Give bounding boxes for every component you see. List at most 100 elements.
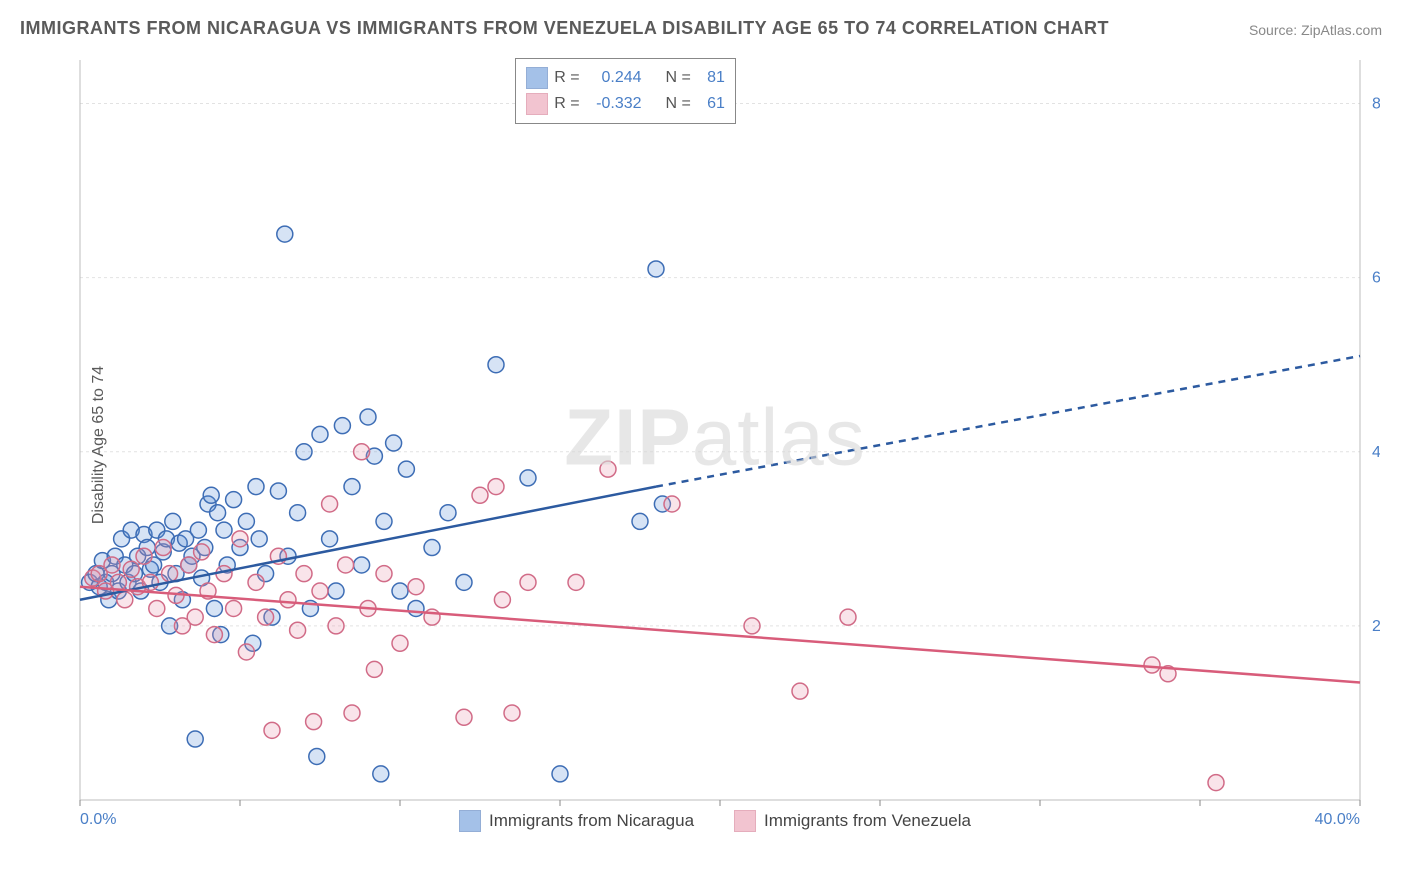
data-point-venezuela bbox=[488, 479, 504, 495]
chart-title: IMMIGRANTS FROM NICARAGUA VS IMMIGRANTS … bbox=[20, 18, 1109, 39]
data-point-venezuela bbox=[568, 574, 584, 590]
data-point-venezuela bbox=[354, 444, 370, 460]
data-point-venezuela bbox=[226, 600, 242, 616]
data-point-nicaragua bbox=[424, 540, 440, 556]
data-point-venezuela bbox=[664, 496, 680, 512]
stat-N-label: N = bbox=[666, 69, 691, 87]
data-point-nicaragua bbox=[354, 557, 370, 573]
data-point-venezuela bbox=[155, 540, 171, 556]
stat-R-label: R = bbox=[554, 69, 579, 87]
data-point-nicaragua bbox=[520, 470, 536, 486]
stat-N-value: 61 bbox=[697, 95, 725, 113]
data-point-venezuela bbox=[117, 592, 133, 608]
data-point-venezuela bbox=[258, 609, 274, 625]
data-point-nicaragua bbox=[216, 522, 232, 538]
data-point-venezuela bbox=[322, 496, 338, 512]
fit-line-ext-nicaragua bbox=[656, 356, 1360, 487]
stat-R-value: -0.332 bbox=[586, 95, 642, 113]
scatter-chart: 20.0%40.0%60.0%80.0%0.0%40.0% bbox=[50, 50, 1380, 840]
source-link[interactable]: ZipAtlas.com bbox=[1301, 22, 1382, 38]
data-point-venezuela bbox=[232, 531, 248, 547]
data-point-nicaragua bbox=[328, 583, 344, 599]
data-point-venezuela bbox=[248, 574, 264, 590]
data-point-nicaragua bbox=[398, 461, 414, 477]
data-point-nicaragua bbox=[322, 531, 338, 547]
legend-item-nicaragua: Immigrants from Nicaragua bbox=[459, 810, 694, 832]
data-point-venezuela bbox=[344, 705, 360, 721]
data-point-nicaragua bbox=[632, 513, 648, 529]
data-point-venezuela bbox=[494, 592, 510, 608]
data-point-venezuela bbox=[456, 709, 472, 725]
chart-container: Disability Age 65 to 74 ZIPatlas 20.0%40… bbox=[50, 50, 1380, 840]
data-point-venezuela bbox=[744, 618, 760, 634]
correlation-stats-box: R = 0.244 N = 81 R = -0.332 N = 61 bbox=[515, 58, 736, 124]
data-point-nicaragua bbox=[270, 483, 286, 499]
data-point-nicaragua bbox=[440, 505, 456, 521]
data-point-nicaragua bbox=[376, 513, 392, 529]
data-point-nicaragua bbox=[187, 731, 203, 747]
legend: Immigrants from Nicaragua Immigrants from… bbox=[50, 810, 1380, 832]
data-point-nicaragua bbox=[456, 574, 472, 590]
data-point-venezuela bbox=[206, 627, 222, 643]
data-point-venezuela bbox=[840, 609, 856, 625]
stat-N-label: N = bbox=[666, 95, 691, 113]
data-point-nicaragua bbox=[251, 531, 267, 547]
data-point-nicaragua bbox=[648, 261, 664, 277]
data-point-nicaragua bbox=[312, 426, 328, 442]
data-point-nicaragua bbox=[165, 513, 181, 529]
source-prefix: Source: bbox=[1249, 22, 1301, 38]
data-point-venezuela bbox=[290, 622, 306, 638]
swatch-icon bbox=[526, 93, 548, 115]
data-point-venezuela bbox=[312, 583, 328, 599]
data-point-venezuela bbox=[194, 544, 210, 560]
stat-N-value: 81 bbox=[697, 69, 725, 87]
data-point-nicaragua bbox=[290, 505, 306, 521]
data-point-venezuela bbox=[149, 600, 165, 616]
swatch-icon bbox=[526, 67, 548, 89]
data-point-venezuela bbox=[366, 661, 382, 677]
data-point-venezuela bbox=[123, 561, 139, 577]
y-tick-label: 60.0% bbox=[1372, 270, 1380, 287]
y-tick-label: 80.0% bbox=[1372, 96, 1380, 113]
data-point-venezuela bbox=[296, 566, 312, 582]
data-point-nicaragua bbox=[203, 487, 219, 503]
data-point-venezuela bbox=[306, 714, 322, 730]
data-point-nicaragua bbox=[206, 600, 222, 616]
stats-row-venezuela: R = -0.332 N = 61 bbox=[526, 91, 725, 117]
stat-R-value: 0.244 bbox=[586, 69, 642, 87]
data-point-nicaragua bbox=[210, 505, 226, 521]
data-point-nicaragua bbox=[392, 583, 408, 599]
data-point-venezuela bbox=[104, 557, 120, 573]
data-point-venezuela bbox=[136, 548, 152, 564]
data-point-nicaragua bbox=[344, 479, 360, 495]
data-point-venezuela bbox=[181, 557, 197, 573]
y-tick-label: 40.0% bbox=[1372, 444, 1380, 461]
data-point-nicaragua bbox=[408, 600, 424, 616]
fit-line-venezuela bbox=[80, 587, 1360, 683]
data-point-nicaragua bbox=[488, 357, 504, 373]
legend-label: Immigrants from Nicaragua bbox=[489, 811, 694, 831]
y-tick-label: 20.0% bbox=[1372, 618, 1380, 635]
source-attribution: Source: ZipAtlas.com bbox=[1249, 22, 1382, 38]
data-point-nicaragua bbox=[309, 748, 325, 764]
data-point-nicaragua bbox=[334, 418, 350, 434]
data-point-venezuela bbox=[504, 705, 520, 721]
data-point-venezuela bbox=[162, 566, 178, 582]
data-point-venezuela bbox=[520, 574, 536, 590]
data-point-nicaragua bbox=[238, 513, 254, 529]
data-point-venezuela bbox=[238, 644, 254, 660]
data-point-venezuela bbox=[280, 592, 296, 608]
data-point-venezuela bbox=[408, 579, 424, 595]
data-point-nicaragua bbox=[296, 444, 312, 460]
data-point-venezuela bbox=[472, 487, 488, 503]
stat-R-label: R = bbox=[554, 95, 579, 113]
legend-item-venezuela: Immigrants from Venezuela bbox=[734, 810, 971, 832]
data-point-nicaragua bbox=[386, 435, 402, 451]
data-point-nicaragua bbox=[226, 492, 242, 508]
swatch-icon bbox=[459, 810, 481, 832]
data-point-venezuela bbox=[264, 722, 280, 738]
y-axis-label: Disability Age 65 to 74 bbox=[90, 366, 108, 524]
legend-label: Immigrants from Venezuela bbox=[764, 811, 971, 831]
swatch-icon bbox=[734, 810, 756, 832]
data-point-venezuela bbox=[1144, 657, 1160, 673]
